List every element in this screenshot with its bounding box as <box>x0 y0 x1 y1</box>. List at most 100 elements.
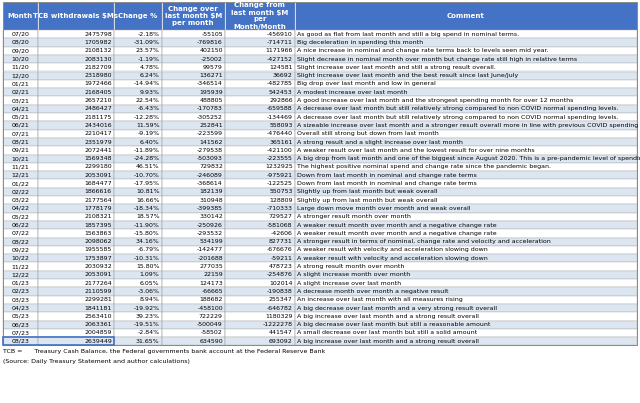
Text: -2.84%: -2.84% <box>138 330 159 335</box>
Text: -659588: -659588 <box>267 106 292 111</box>
Bar <box>294 138 637 146</box>
Text: 23.57%: 23.57% <box>136 48 159 53</box>
Text: 2639449: 2639449 <box>84 339 112 344</box>
Text: -1222278: -1222278 <box>262 322 292 327</box>
Text: 07/23: 07/23 <box>12 330 29 335</box>
Bar <box>114 55 161 63</box>
Bar <box>161 229 225 237</box>
Text: The highest positive nominal spend and change rate since the pandemic began.: The highest positive nominal spend and c… <box>297 164 550 169</box>
Text: A big increase over last month and a strong result overall: A big increase over last month and a str… <box>297 314 479 319</box>
Bar <box>161 38 225 47</box>
Text: 12/22: 12/22 <box>12 272 29 277</box>
Text: 1857395: 1857395 <box>84 222 112 228</box>
Text: 441547: 441547 <box>269 330 292 335</box>
Text: 31.65%: 31.65% <box>136 339 159 344</box>
Text: 2083130: 2083130 <box>84 56 112 62</box>
Text: 10/20: 10/20 <box>12 56 29 62</box>
Text: -2.18%: -2.18% <box>138 32 159 37</box>
Bar <box>161 271 225 279</box>
Bar <box>294 287 637 295</box>
Bar <box>294 96 637 105</box>
Text: 6.40%: 6.40% <box>140 139 159 145</box>
Bar <box>38 262 114 271</box>
Text: 15.80%: 15.80% <box>136 264 159 269</box>
Text: -12.28%: -12.28% <box>134 114 159 120</box>
Bar <box>114 237 161 246</box>
Text: -482785: -482785 <box>267 81 292 87</box>
Text: -19.92%: -19.92% <box>133 305 159 311</box>
Bar <box>3 71 38 80</box>
Bar <box>161 246 225 254</box>
Text: -476440: -476440 <box>267 131 292 136</box>
Bar <box>225 213 294 221</box>
Bar <box>225 246 294 254</box>
Text: 08/21: 08/21 <box>12 139 29 145</box>
Text: Slightly up from last month but weak overall: Slightly up from last month but weak ove… <box>297 189 437 194</box>
Bar <box>3 188 38 196</box>
Bar <box>38 295 114 304</box>
Bar <box>38 121 114 130</box>
Bar <box>3 320 38 329</box>
Bar <box>225 179 294 188</box>
Bar <box>294 304 637 312</box>
Bar <box>225 237 294 246</box>
Text: -25002: -25002 <box>201 56 223 62</box>
Text: 478723: 478723 <box>269 264 292 269</box>
Text: A sizeable increase over last month and a stronger result overall more in line w: A sizeable increase over last month and … <box>297 123 640 128</box>
Text: 534199: 534199 <box>199 239 223 244</box>
Bar <box>114 171 161 179</box>
Text: -710333: -710333 <box>267 206 292 211</box>
Bar <box>114 38 161 47</box>
Bar <box>38 221 114 229</box>
Bar <box>161 237 225 246</box>
Text: 9.93%: 9.93% <box>140 90 159 95</box>
Text: 2177564: 2177564 <box>84 197 112 203</box>
Bar <box>294 146 637 154</box>
Text: Change from
last month $M
per
Month/Month: Change from last month $M per Month/Mont… <box>231 2 289 29</box>
Bar <box>38 237 114 246</box>
Bar <box>161 121 225 130</box>
Text: 18.57%: 18.57% <box>136 214 159 219</box>
Bar <box>294 2 637 30</box>
Bar <box>161 47 225 55</box>
Text: 07/22: 07/22 <box>12 231 29 236</box>
Bar <box>114 287 161 295</box>
Bar <box>294 121 637 130</box>
Bar <box>225 329 294 337</box>
Text: Slightly up from last month but weak overall: Slightly up from last month but weak ove… <box>297 197 437 203</box>
Text: 1753897: 1753897 <box>84 256 112 261</box>
Bar <box>114 30 161 38</box>
Text: 2108132: 2108132 <box>84 48 112 53</box>
Bar <box>161 295 225 304</box>
Text: 08/23: 08/23 <box>12 339 29 344</box>
Bar <box>294 113 637 121</box>
Bar <box>38 229 114 237</box>
Text: 99579: 99579 <box>203 65 223 70</box>
Bar <box>114 47 161 55</box>
Text: 1705982: 1705982 <box>84 40 112 45</box>
Bar <box>38 2 114 30</box>
Bar <box>3 130 38 138</box>
Bar <box>38 47 114 55</box>
Bar <box>225 96 294 105</box>
Text: -134469: -134469 <box>267 114 292 120</box>
Text: -714711: -714711 <box>267 40 292 45</box>
Text: TCB withdrawals $Ms: TCB withdrawals $Ms <box>33 13 118 19</box>
Bar <box>114 304 161 312</box>
Text: 722229: 722229 <box>199 314 223 319</box>
Text: 488805: 488805 <box>200 98 223 103</box>
Bar <box>225 113 294 121</box>
Bar <box>294 88 637 96</box>
Bar <box>38 55 114 63</box>
Text: 05/23: 05/23 <box>12 314 29 319</box>
Bar <box>3 2 637 345</box>
Text: 2072441: 2072441 <box>84 148 112 153</box>
Bar <box>3 121 38 130</box>
Bar <box>161 55 225 63</box>
Bar <box>114 130 161 138</box>
Bar <box>161 179 225 188</box>
Bar <box>3 279 38 287</box>
Bar <box>38 138 114 146</box>
Bar <box>38 113 114 121</box>
Bar <box>38 171 114 179</box>
